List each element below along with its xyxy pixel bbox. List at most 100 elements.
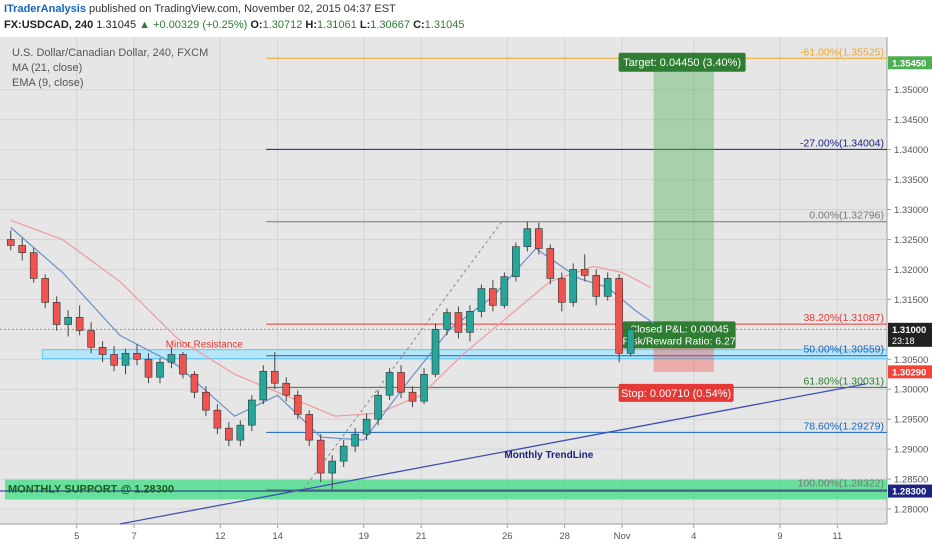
target-label: Target: 0.04450 (3.40%)	[623, 57, 741, 69]
monthly-trendline-label: Monthly TrendLine	[504, 450, 593, 461]
candle-body-51	[592, 275, 601, 297]
y-tick-label-9: 1.30000	[894, 385, 928, 396]
pnl-label-box	[622, 321, 736, 349]
y-tick-label-2: 1.34000	[894, 145, 928, 156]
close-label: C:	[413, 19, 425, 31]
fib-label-0: -61.00%(1.35525)	[800, 46, 884, 58]
price-tag-box-3	[888, 484, 932, 498]
fib-label-5: 61.80%(1.30031)	[803, 375, 884, 387]
projection-dashed-line	[303, 221, 502, 490]
stop-label-box	[618, 383, 734, 402]
x-tick-label-7: 28	[559, 531, 570, 542]
candle-body-15	[179, 354, 187, 375]
candle-body-14	[167, 354, 176, 363]
price-tag-label-3: 1.28300	[892, 487, 926, 498]
candle-body-13	[156, 361, 164, 378]
price-tag-sub-1: 23:18	[892, 336, 915, 346]
candle-body-4	[52, 302, 61, 325]
candle-body-45	[523, 228, 532, 247]
y-tick-label-1: 1.34500	[894, 115, 928, 126]
y-tick-label-5: 1.32500	[894, 235, 928, 246]
candle-body-25	[293, 394, 302, 415]
legend-ema: EMA (9, close)	[12, 77, 84, 89]
monthly-support-label: MONTHLY SUPPORT @ 1.28300	[8, 484, 174, 496]
candle-body-18	[213, 409, 222, 429]
symbol-header: FX:USDCAD, 240 1.31045 ▲ +0.00329 (+0.25…	[4, 19, 464, 31]
candle-body-52	[603, 278, 612, 297]
fib-label-2: 0.00%(1.32796)	[809, 210, 884, 222]
x-tick-label-5: 21	[416, 531, 427, 542]
target-label-box	[618, 52, 746, 72]
candle-body-9	[110, 354, 118, 366]
candle-body-6	[75, 317, 84, 331]
legend-ma: MA (21, close)	[12, 62, 83, 74]
candle-body-1	[18, 245, 27, 253]
x-tick-label-0: 5	[74, 531, 79, 542]
x-tick-label-6: 26	[502, 531, 513, 542]
candle-body-20	[236, 424, 245, 441]
candle-body-19	[225, 427, 233, 441]
publish-header: ITraderAnalysis published on TradingView…	[4, 3, 396, 15]
long-position-tool[interactable]: Target: 0.04450 (3.40%) Closed P&L: 0.000…	[618, 52, 746, 402]
x-tick-label-2: 12	[215, 531, 226, 542]
y-tick-label-13: 1.28000	[894, 505, 928, 516]
minor-resistance-label: Minor Resistance	[166, 340, 244, 351]
candle-body-26	[305, 414, 314, 441]
open-value: 1.30712	[262, 19, 303, 31]
publish-info: published on TradingView.com, November 0…	[89, 3, 396, 15]
price-change: +0.00329 (+0.25%)	[153, 19, 248, 31]
author-link[interactable]: ITraderAnalysis	[4, 3, 86, 15]
close-value: 1.31045	[424, 19, 465, 31]
fib-label-4: 50.00%(1.30559)	[803, 344, 884, 356]
candle-body-5	[64, 317, 72, 325]
candle-body-36	[420, 373, 428, 402]
y-tick-label-12: 1.28500	[894, 475, 928, 486]
y-tick-label-6: 1.32000	[894, 265, 928, 276]
candle-body-53	[615, 278, 623, 354]
candle-body-30	[351, 433, 359, 447]
fib-label-3: 38.20%(1.31087)	[803, 312, 884, 324]
candle-body-38	[443, 312, 451, 330]
time-axis[interactable]: 5 7 12 14 19 21 26 28 Nov 4 9 11	[74, 524, 842, 542]
candle-body-46	[535, 228, 543, 249]
x-tick-label-3: 14	[272, 531, 283, 542]
candle-body-32	[374, 394, 382, 420]
candle-body-3	[41, 278, 49, 303]
candle-body-7	[87, 330, 95, 348]
candle-body-0	[6, 239, 15, 246]
candle-body-11	[133, 352, 141, 360]
candle-body-54	[626, 329, 635, 354]
x-tick-label-1: 7	[132, 531, 137, 542]
price-axis-background	[887, 37, 932, 524]
y-tick-label-8: 1.30500	[894, 355, 928, 366]
x-tick-label-11: 11	[832, 531, 842, 542]
y-tick-label-3: 1.33500	[894, 175, 928, 186]
monthly-trendline	[119, 383, 867, 525]
chart-background	[0, 37, 887, 524]
drawn-lines	[119, 221, 867, 525]
high-value: 1.31061	[317, 19, 357, 31]
candle-body-41	[477, 288, 486, 312]
target-zone	[653, 62, 714, 330]
fib-label-7: 100.00%(1.28322)	[798, 478, 884, 490]
candle-body-27	[316, 439, 325, 474]
x-tick-label-10: 9	[777, 531, 782, 542]
candle-body-35	[408, 391, 417, 402]
candle-body-44	[512, 246, 520, 277]
x-tick-label-8: Nov	[614, 531, 631, 542]
y-tick-label-10: 1.29500	[894, 415, 928, 426]
candle-body-50	[580, 269, 589, 276]
fib-label-6: 78.60%(1.29279)	[803, 420, 884, 432]
candle-body-21	[248, 399, 256, 426]
candle-body-34	[397, 372, 405, 393]
grid-lines	[0, 37, 887, 524]
candle-body-22	[259, 370, 268, 401]
y-tick-label-11: 1.29000	[894, 445, 928, 456]
candle-body-49	[569, 269, 578, 303]
price-axis[interactable]: 1.35000 1.34500 1.34000 1.33500 1.33000 1.325…	[887, 56, 932, 516]
candle-body-33	[385, 372, 394, 396]
price-tag-label-0: 1.35450	[892, 58, 926, 69]
low-value: 1.30667	[370, 19, 410, 31]
